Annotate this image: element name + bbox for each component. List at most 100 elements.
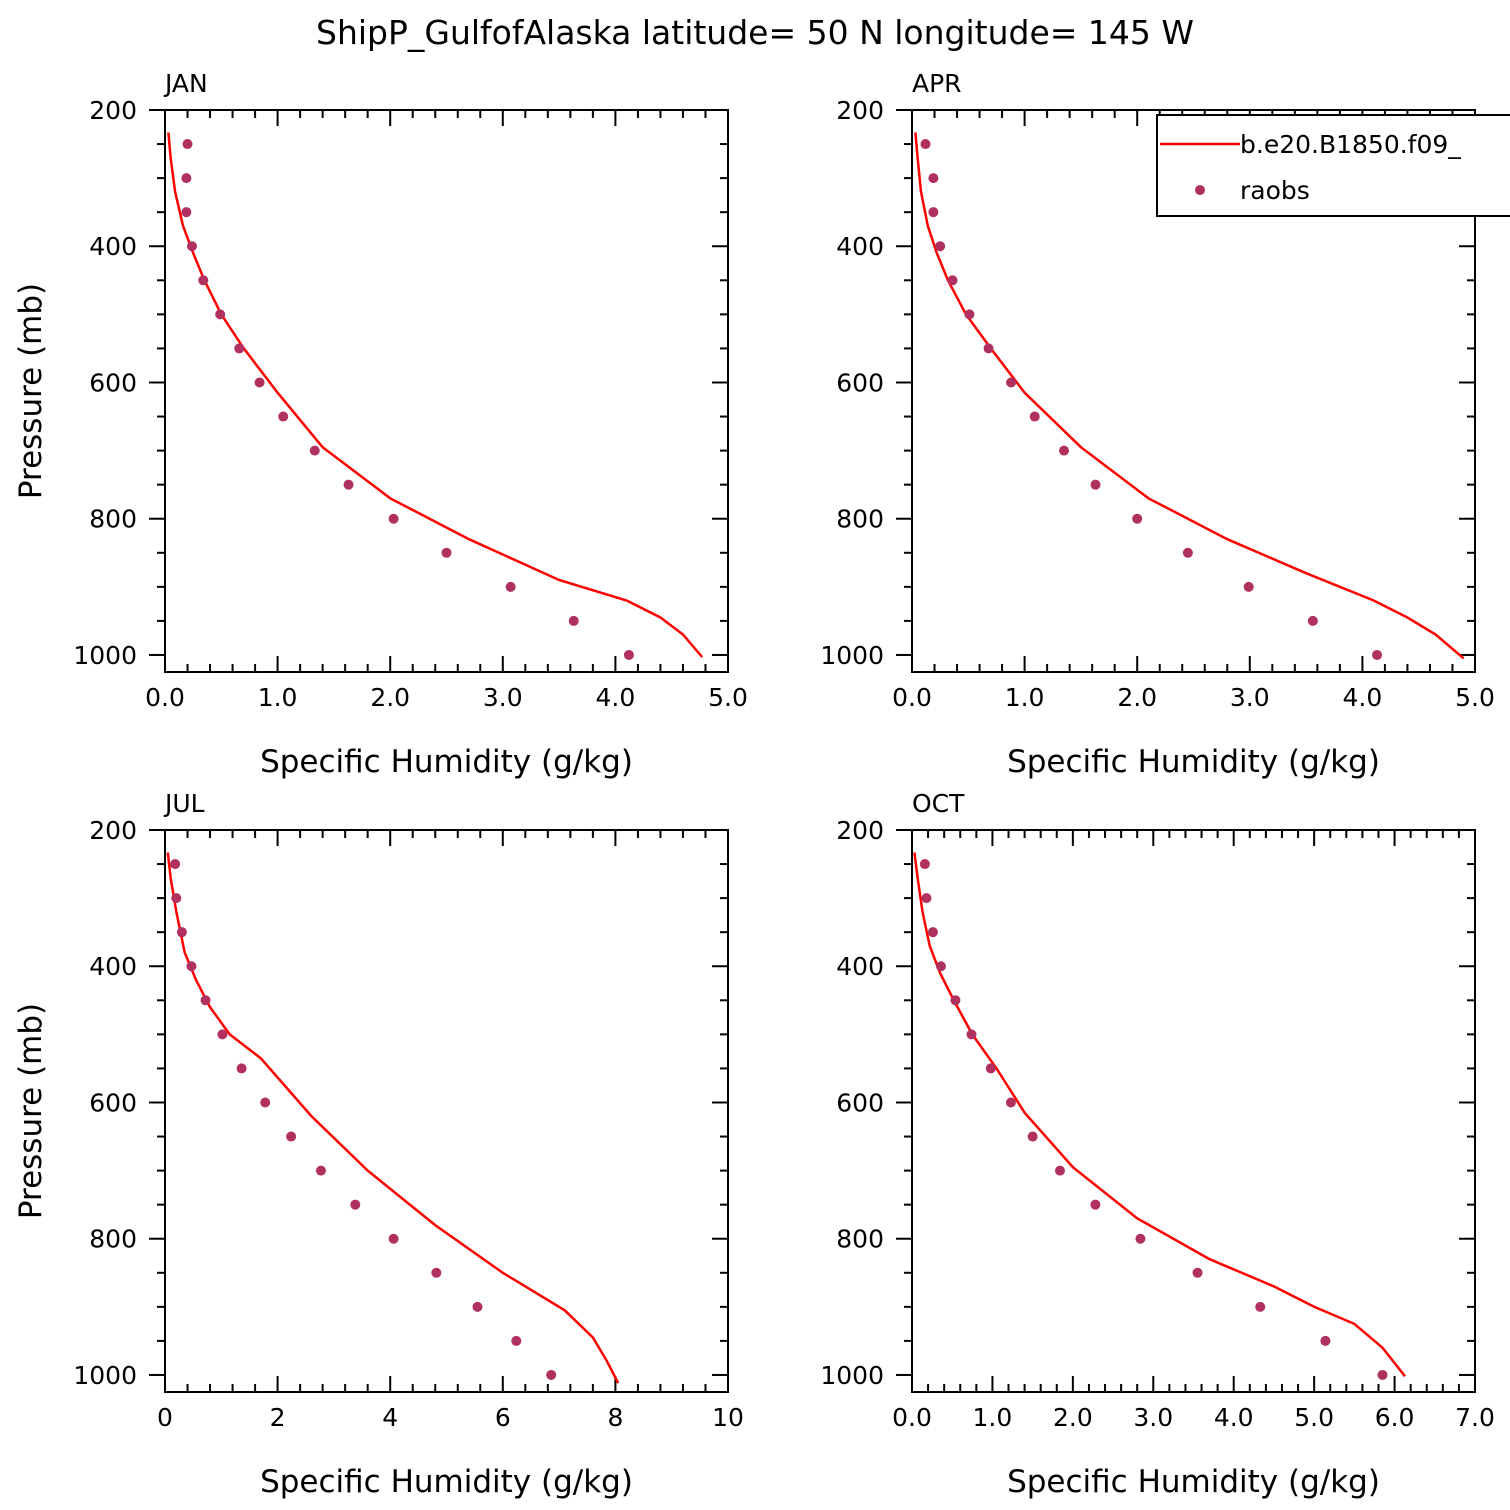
- obs-point: [1372, 649, 1383, 660]
- x-tick-label: 6: [495, 1403, 511, 1432]
- panels: 0.0 1.0 2.0 3.0 4.0 5.0 200 400 600 800 1000 JAN Spe…: [13, 69, 1510, 1500]
- x-tick-label: 1.0: [973, 1403, 1013, 1432]
- model-line: [167, 132, 704, 658]
- x-tick-label: 4: [382, 1403, 398, 1432]
- obs-point: [921, 893, 932, 904]
- obs-point: [983, 343, 994, 354]
- panel-title: JUL: [163, 789, 205, 818]
- obs-point: [1320, 1335, 1331, 1346]
- plot-frame: [164, 829, 729, 1393]
- obs-point: [170, 859, 181, 870]
- y-tick-label: 1000: [73, 1361, 137, 1390]
- x-tick-label: 4.0: [1214, 1403, 1254, 1432]
- y-tick-label: 400: [89, 232, 137, 261]
- obs-point: [187, 241, 198, 252]
- x-tick-label: 2: [270, 1403, 286, 1432]
- obs-point: [181, 173, 192, 184]
- obs-point: [176, 927, 187, 938]
- x-tick-label: 2.0: [1053, 1403, 1093, 1432]
- obs-point: [388, 1233, 399, 1244]
- obs-point: [928, 207, 939, 218]
- obs-point: [350, 1199, 361, 1210]
- x-tick-label: 1.0: [1005, 683, 1045, 712]
- obs-point: [964, 309, 975, 320]
- y-tick-label: 200: [836, 96, 884, 125]
- obs-point: [927, 927, 938, 938]
- obs-point: [966, 1029, 977, 1040]
- x-axis-label: Specific Humidity (g/kg): [1007, 1464, 1380, 1500]
- y-tick-label: 200: [836, 816, 884, 845]
- obs-point: [343, 479, 354, 490]
- panel-apr: 0.0 1.0 2.0 3.0 4.0 5.0 200 400 600 800 1000 APR Spe…: [820, 69, 1510, 780]
- y-tick-label: 800: [836, 1225, 884, 1254]
- panel-jan: 0.0 1.0 2.0 3.0 4.0 5.0 200 400 600 800 1000 JAN Spe…: [13, 69, 748, 780]
- x-tick-label: 5.0: [1294, 1403, 1334, 1432]
- plot-frame: [164, 109, 729, 673]
- y-tick-label: 200: [89, 816, 137, 845]
- obs-point: [568, 615, 579, 626]
- obs-point: [254, 377, 265, 388]
- model-line: [913, 852, 1406, 1378]
- x-tick-label: 0.0: [892, 683, 932, 712]
- x-tick-label: 5.0: [708, 683, 748, 712]
- y-tick-label: 800: [89, 505, 137, 534]
- obs-point: [441, 547, 452, 558]
- x-tick-label: 3.0: [483, 683, 523, 712]
- x-axis-label: Specific Humidity (g/kg): [1007, 744, 1380, 780]
- x-tick-label: 2.0: [1117, 683, 1157, 712]
- x-tick-label: 3.0: [1133, 1403, 1173, 1432]
- obs-point: [234, 343, 245, 354]
- obs-point: [1255, 1301, 1266, 1312]
- obs-point: [186, 961, 197, 972]
- x-tick-label: 10: [712, 1403, 744, 1432]
- panel-jul: 0 2 4 6 8 10 200 400 600 800 1000 JUL Specific Humid…: [13, 789, 744, 1500]
- y-tick-label: 600: [89, 1088, 137, 1117]
- obs-point: [1059, 445, 1070, 456]
- x-tick-label: 0.0: [892, 1403, 932, 1432]
- x-tick-label: 0: [157, 1403, 173, 1432]
- x-tick-label: 0.0: [145, 683, 185, 712]
- y-tick-label: 800: [836, 505, 884, 534]
- legend-box: [1156, 114, 1510, 217]
- panel-title: APR: [912, 69, 962, 98]
- x-tick-label: 5.0: [1455, 683, 1495, 712]
- obs-point: [623, 649, 634, 660]
- plot-frame: [911, 109, 1476, 673]
- legend-model-label: b.e20.B1850.f09_: [1240, 130, 1461, 159]
- y-tick-label: 1000: [73, 641, 137, 670]
- obs-point: [947, 275, 958, 286]
- x-tick-label: 6.0: [1375, 1403, 1415, 1432]
- x-tick-label: 4.0: [1343, 683, 1383, 712]
- obs-point: [1132, 513, 1143, 524]
- obs-point: [278, 411, 289, 422]
- legend-obs-marker: [1195, 185, 1205, 195]
- y-tick-label: 1000: [820, 641, 884, 670]
- obs-point: [217, 1029, 228, 1040]
- obs-point: [1377, 1369, 1388, 1380]
- obs-point: [546, 1369, 557, 1380]
- obs-point: [935, 961, 946, 972]
- legend-obs-label: raobs: [1240, 176, 1310, 205]
- obs-point: [198, 275, 209, 286]
- obs-point: [431, 1267, 442, 1278]
- obs-point: [388, 513, 399, 524]
- y-tick-label: 600: [89, 368, 137, 397]
- obs-point: [1192, 1267, 1203, 1278]
- obs-point: [315, 1165, 326, 1176]
- y-axis-label: Pressure (mb): [13, 1003, 49, 1219]
- legend: b.e20.B1850.f09_raobs: [1156, 114, 1510, 217]
- model-line: [914, 132, 1465, 660]
- figure-title: ShipP_GulfofAlaska latitude= 50 N longit…: [316, 13, 1194, 52]
- x-tick-label: 8: [607, 1403, 623, 1432]
- y-tick-label: 400: [836, 232, 884, 261]
- x-tick-label: 3.0: [1230, 683, 1270, 712]
- obs-point: [935, 241, 946, 252]
- obs-point: [1027, 1131, 1038, 1142]
- x-axis-label: Specific Humidity (g/kg): [260, 1464, 633, 1500]
- y-tick-label: 400: [89, 952, 137, 981]
- obs-point: [200, 995, 211, 1006]
- obs-point: [171, 893, 182, 904]
- y-tick-label: 600: [836, 368, 884, 397]
- y-tick-label: 600: [836, 1088, 884, 1117]
